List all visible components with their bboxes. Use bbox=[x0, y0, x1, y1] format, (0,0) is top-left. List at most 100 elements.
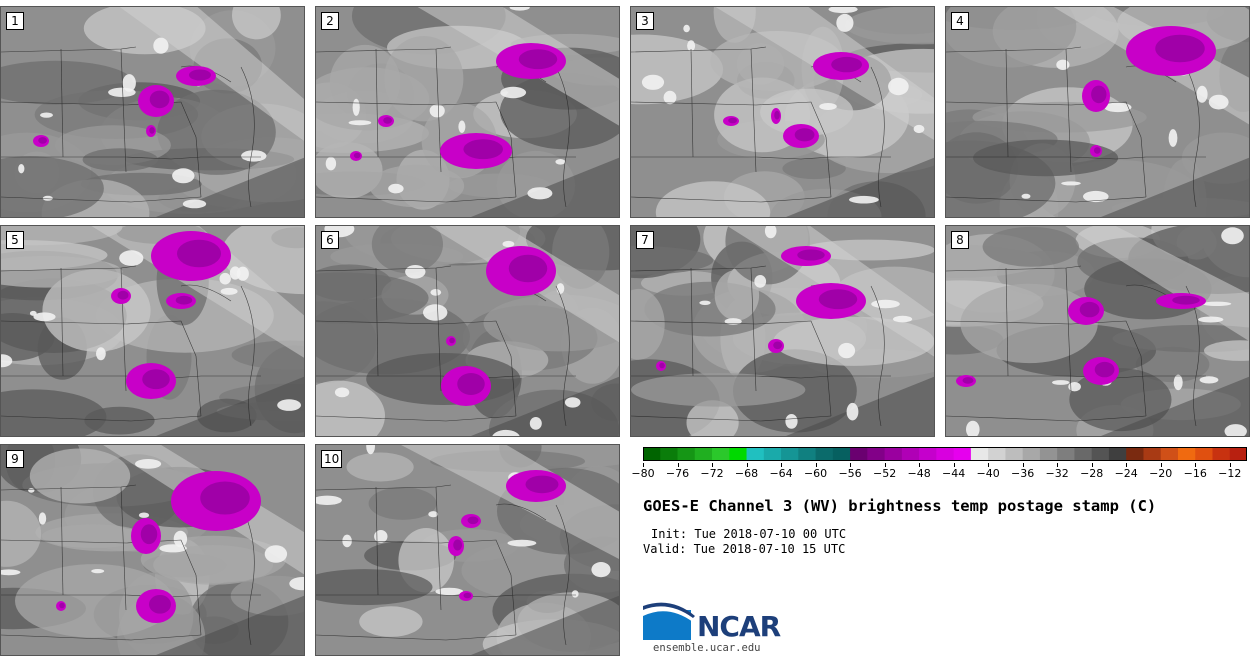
stamp-number-label: 7 bbox=[636, 231, 654, 249]
colorbar-tick-label: −40 bbox=[976, 467, 1000, 480]
postage-stamp-panel: 2 bbox=[315, 6, 620, 218]
wv-map bbox=[631, 7, 934, 217]
postage-stamp-panel: 9 bbox=[0, 444, 305, 656]
colorbar-segment bbox=[712, 447, 730, 461]
colorbar-segment bbox=[1143, 447, 1162, 461]
colorbar-tick-label: −80 bbox=[631, 467, 655, 480]
colorbar-tick-label: −52 bbox=[872, 467, 897, 480]
colorbar-tick-label: −56 bbox=[838, 467, 862, 480]
colorbar-tick bbox=[850, 463, 852, 467]
postage-stamp-panel: 1 bbox=[0, 6, 305, 218]
colorbar-segment bbox=[677, 447, 696, 461]
colorbar-tick bbox=[1126, 463, 1128, 467]
colorbar-tick-label: −64 bbox=[769, 467, 793, 480]
colorbar-segment bbox=[1091, 447, 1110, 461]
wv-map bbox=[316, 226, 619, 436]
colorbar-tick bbox=[1057, 463, 1059, 467]
postage-stamp-panel: 4 bbox=[945, 6, 1250, 218]
colorbar-segment bbox=[1074, 447, 1093, 461]
ncar-logo-icon bbox=[643, 602, 695, 640]
colorbar-segment bbox=[953, 447, 972, 461]
stamp-number-label: 4 bbox=[951, 12, 969, 30]
colorbar-tick-label: −20 bbox=[1149, 467, 1173, 480]
stamp-number-label: 5 bbox=[6, 231, 24, 249]
colorbar-segment bbox=[746, 447, 765, 461]
colorbar-segment bbox=[936, 447, 955, 461]
colorbar-segment bbox=[1057, 447, 1075, 461]
colorbar-segment bbox=[1177, 447, 1196, 461]
wv-map bbox=[316, 7, 619, 217]
valid-time: Valid: Tue 2018-07-10 15 UTC bbox=[643, 542, 846, 556]
colorbar-segment bbox=[988, 447, 1006, 461]
stamp-number-label: 1 bbox=[6, 12, 24, 30]
wv-map bbox=[1, 226, 304, 436]
colorbar-tick-label: −28 bbox=[1080, 467, 1104, 480]
wv-map bbox=[1, 7, 304, 217]
colorbar-tick-label: −32 bbox=[1045, 467, 1069, 480]
colorbar-tick-label: −24 bbox=[1114, 467, 1138, 480]
postage-stamp-panel: 6 bbox=[315, 225, 620, 437]
postage-stamp-panel: 3 bbox=[630, 6, 935, 218]
colorbar-tick-labels: −80 −76 −72 −68 −64 −60 −56 −52 −48 −44 −40 −36 −32−… bbox=[631, 463, 1247, 481]
colorbar-segment bbox=[1005, 447, 1024, 461]
init-time: Init: Tue 2018-07-10 00 UTC bbox=[651, 527, 847, 541]
colorbar-tick bbox=[815, 463, 817, 467]
colorbar-segment bbox=[1108, 447, 1127, 461]
colorbar-tick bbox=[1160, 463, 1162, 467]
colorbar-segment bbox=[919, 447, 937, 461]
colorbar-tick-label: −60 bbox=[803, 467, 828, 480]
colorbar-segment bbox=[729, 447, 748, 461]
postage-stamp-panel: 5 bbox=[0, 225, 305, 437]
colorbar-segment bbox=[781, 447, 799, 461]
wv-map bbox=[946, 226, 1249, 436]
colorbar-segment bbox=[970, 447, 989, 461]
wv-map bbox=[316, 445, 619, 655]
colorbar-segment bbox=[1126, 447, 1144, 461]
colorbar-tick bbox=[781, 463, 783, 467]
stamp-number-label: 8 bbox=[951, 231, 969, 249]
colorbar-tick bbox=[1229, 463, 1231, 467]
colorbar bbox=[643, 447, 1247, 461]
colorbar-segment bbox=[1195, 447, 1213, 461]
wv-map bbox=[946, 7, 1249, 217]
colorbar-tick bbox=[712, 463, 714, 467]
colorbar-segment bbox=[815, 447, 834, 461]
colorbar-tick bbox=[1195, 463, 1197, 467]
postage-stamp-panel: 10 bbox=[315, 444, 620, 656]
colorbar-tick-label: −12 bbox=[1218, 467, 1242, 480]
colorbar-segment bbox=[850, 447, 868, 461]
colorbar-tick bbox=[643, 463, 644, 467]
colorbar-tick bbox=[953, 463, 955, 467]
colorbar-segment bbox=[1229, 447, 1247, 461]
colorbar-tick bbox=[677, 463, 679, 467]
colorbar-tick bbox=[919, 463, 921, 467]
colorbar-segment bbox=[1039, 447, 1058, 461]
colorbar-segment bbox=[798, 447, 817, 461]
stamp-number-label: 10 bbox=[321, 450, 343, 468]
colorbar-tick-label: −72 bbox=[700, 467, 724, 480]
colorbar-segment bbox=[763, 447, 782, 461]
stamp-number-label: 3 bbox=[636, 12, 654, 30]
colorbar-segment bbox=[1022, 447, 1041, 461]
stamp-number-label: 6 bbox=[321, 231, 339, 249]
colorbar-tick bbox=[746, 463, 748, 467]
colorbar-tick-label: −68 bbox=[734, 467, 759, 480]
colorbar-segment bbox=[643, 447, 661, 461]
site-url: ensemble.ucar.edu bbox=[653, 642, 761, 654]
postage-stamp-panel: 7 bbox=[630, 225, 935, 437]
figure-title: GOES-E Channel 3 (WV) brightness temp po… bbox=[643, 497, 1157, 515]
colorbar-segment bbox=[694, 447, 713, 461]
colorbar-segment bbox=[901, 447, 920, 461]
colorbar-tick-label: −76 bbox=[665, 467, 690, 480]
colorbar-tick bbox=[1022, 463, 1024, 467]
stamp-number-label: 2 bbox=[321, 12, 339, 30]
colorbar-tick bbox=[988, 463, 990, 467]
colorbar-segment bbox=[660, 447, 679, 461]
colorbar-tick-label: −44 bbox=[942, 467, 966, 480]
colorbar-tick-label: −48 bbox=[907, 467, 931, 480]
ncar-logo-text: NCAR bbox=[697, 610, 781, 643]
colorbar-segment bbox=[867, 447, 886, 461]
postage-stamp-panel: 8 bbox=[945, 225, 1250, 437]
wv-map bbox=[631, 226, 934, 436]
stamp-number-label: 9 bbox=[6, 450, 24, 468]
